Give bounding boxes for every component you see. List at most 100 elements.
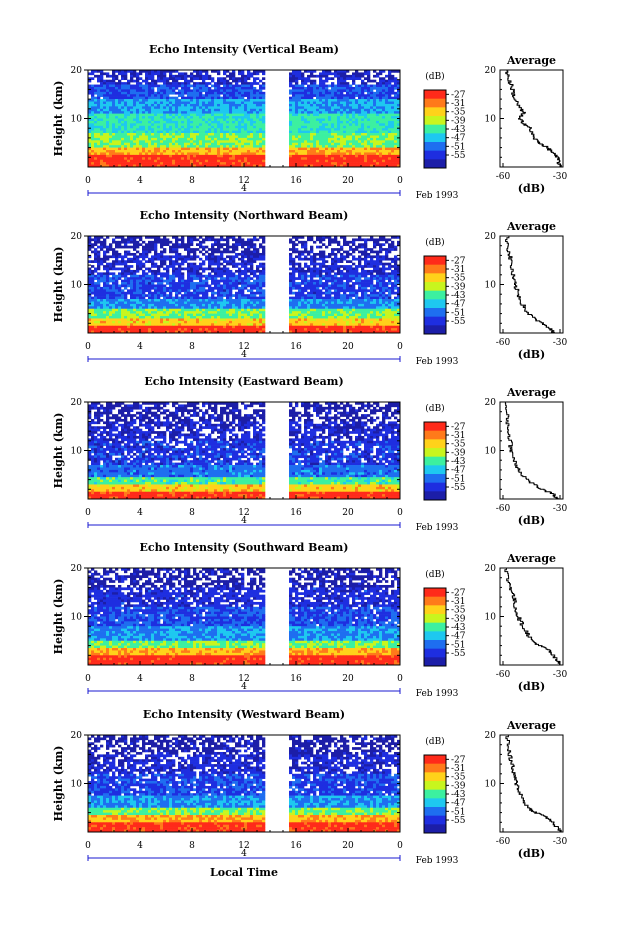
heatmap-cell: [328, 267, 332, 271]
heatmap-cell: [100, 137, 104, 141]
heatmap-cell: [262, 250, 266, 254]
heatmap-cell: [328, 130, 332, 134]
heatmap-cell: [178, 154, 182, 158]
heatmap-cell: [262, 111, 266, 114]
heatmap-cell: [202, 152, 206, 156]
heatmap-cell: [136, 164, 140, 168]
heatmap-cell: [124, 250, 128, 254]
heatmap-cell: [289, 240, 293, 244]
heatmap-cell: [208, 123, 212, 127]
heatmap-cell: [256, 94, 260, 97]
heatmap-cell: [94, 248, 98, 251]
heatmap-cell: [322, 99, 326, 102]
heatmap-cell: [256, 128, 260, 131]
heatmap-cell: [334, 164, 338, 168]
heatmap-cell: [337, 82, 341, 85]
heatmap-cell: [253, 274, 257, 278]
heatmap-cell: [88, 150, 92, 153]
heatmap-cell: [262, 135, 266, 139]
heatmap-cell: [106, 91, 110, 95]
heatmap-cell: [343, 72, 347, 76]
heatmap-cell: [292, 108, 296, 112]
heatmap-cell: [169, 77, 173, 80]
heatmap-cell: [157, 159, 161, 163]
heatmap-cell: [121, 91, 125, 95]
heatmap-cell: [346, 274, 350, 278]
heatmap-cell: [223, 79, 227, 83]
heatmap-cell: [370, 152, 374, 156]
heatmap-cell: [184, 120, 188, 124]
heatmap-cell: [376, 135, 380, 139]
heatmap-cell: [337, 157, 341, 161]
heatmap-cell: [193, 74, 197, 78]
heatmap-cell: [124, 238, 128, 242]
heatmap-cell: [175, 269, 179, 273]
heatmap-cell: [106, 116, 110, 119]
heatmap-cell: [337, 277, 341, 280]
heatmap-cell: [193, 137, 197, 141]
heatmap-cell: [298, 125, 302, 129]
heatmap-cell: [205, 257, 209, 261]
heatmap-cell: [370, 111, 374, 114]
heatmap-cell: [142, 108, 146, 112]
heatmap-cell: [346, 140, 350, 144]
heatmap-cell: [256, 238, 260, 242]
heatmap-cell: [340, 145, 344, 148]
heatmap-cell: [289, 274, 293, 278]
heatmap-cell: [145, 279, 149, 283]
heatmap-cell: [289, 137, 293, 141]
heatmap-cell: [385, 133, 389, 136]
heatmap-cell: [103, 257, 107, 261]
heatmap-cell: [313, 86, 317, 90]
heatmap-cell: [157, 111, 161, 114]
heatmap-cell: [193, 159, 197, 163]
heatmap-cell: [91, 91, 95, 95]
heatmap-cell: [325, 145, 329, 148]
heatmap-cell: [172, 140, 176, 144]
heatmap-cell: [103, 99, 107, 102]
heatmap-cell: [334, 118, 338, 122]
heatmap-cell: [238, 272, 242, 276]
heatmap-cell: [304, 152, 308, 156]
heatmap-cell: [196, 74, 200, 78]
heatmap-cell: [313, 137, 317, 141]
heatmap-cell: [175, 133, 179, 136]
heatmap-cell: [307, 103, 311, 107]
heatmap-cell: [100, 135, 104, 139]
heatmap-cell: [115, 154, 119, 158]
heatmap-cell: [190, 238, 194, 242]
heatmap-cell: [100, 82, 104, 85]
heatmap-cell: [130, 89, 134, 93]
heatmap-cell: [121, 94, 125, 97]
heatmap-cell: [322, 101, 326, 105]
heatmap-cell: [160, 72, 164, 76]
heatmap-cell: [292, 159, 296, 163]
heatmap-cell: [145, 103, 149, 107]
heatmap-cell: [223, 113, 227, 117]
heatmap-cell: [190, 99, 194, 102]
heatmap-cell: [385, 91, 389, 95]
heatmap-cell: [247, 86, 251, 90]
heatmap-cell: [253, 154, 257, 158]
heatmap-cell: [181, 72, 185, 76]
heatmap-cell: [142, 137, 146, 141]
heatmap-cell: [250, 72, 254, 76]
heatmap-cell: [106, 72, 110, 76]
heatmap-cell: [313, 113, 317, 117]
heatmap-cell: [154, 245, 158, 249]
heatmap-cell: [163, 89, 167, 93]
heatmap-cell: [244, 135, 248, 139]
heatmap-cell: [109, 96, 113, 100]
heatmap-cell: [160, 142, 164, 146]
heatmap-cell: [295, 91, 299, 95]
heatmap-cell: [364, 89, 368, 93]
heatmap-cell: [352, 164, 356, 168]
heatmap-cell: [250, 238, 254, 242]
heatmap-cell: [148, 113, 152, 117]
heatmap-cell: [364, 260, 368, 263]
heatmap-cell: [229, 101, 233, 105]
heatmap-cell: [106, 96, 110, 100]
heatmap-cell: [289, 91, 293, 95]
heatmap-cell: [229, 108, 233, 112]
heatmap-cell: [196, 142, 200, 146]
